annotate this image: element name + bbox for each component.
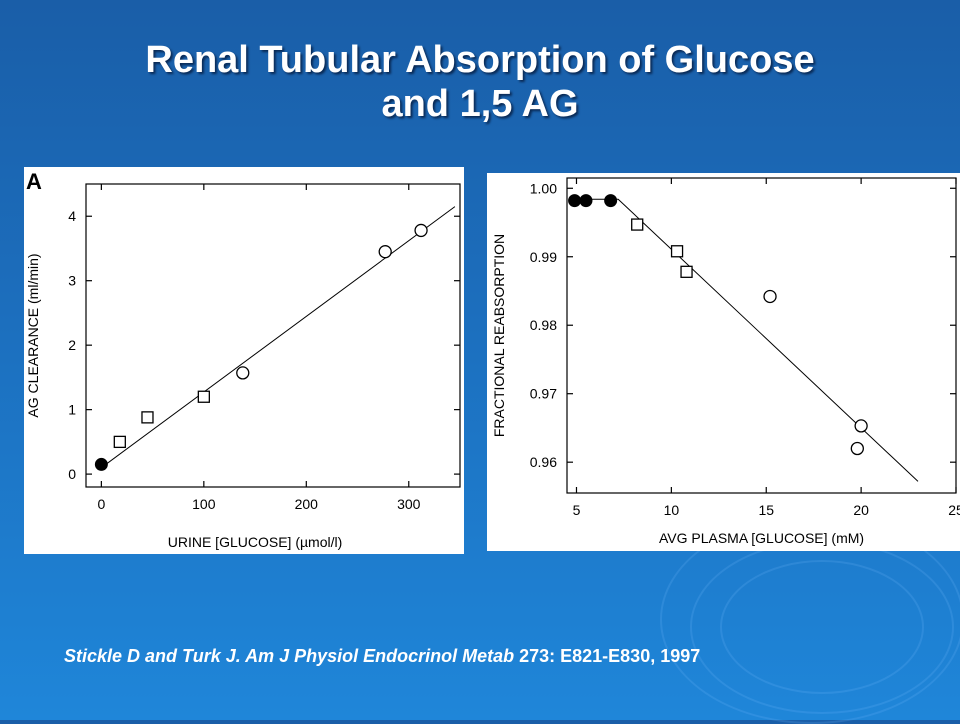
y-axis-label: FRACTIONAL REABSORPTION: [491, 234, 507, 437]
chart-panel-a: 0 100 200 300 0 1 2 3 4 URINE [GLUCOSE] (µmol/l) A…: [24, 167, 464, 554]
x-tick-label: 0: [97, 496, 105, 512]
data-point-square: [631, 218, 644, 231]
data-point-square: [680, 265, 693, 278]
data-point-square: [197, 390, 210, 403]
fit-line: [574, 198, 919, 482]
x-tick-label: 200: [295, 496, 319, 512]
data-point-square: [670, 245, 684, 258]
citation: Stickle D and Turk J. Am J Physiol Endoc…: [64, 643, 884, 669]
citation-authors-journal: Stickle D and Turk J. Am J Physiol Endoc…: [64, 646, 515, 666]
panel-label: A: [26, 169, 42, 194]
citation-volume-pages: 273: E821-E830, 1997: [514, 646, 701, 666]
x-tick-label: 20: [853, 502, 869, 518]
y-tick-label: 0.98: [530, 317, 557, 333]
slide-title-line1: Renal Tubular Absorption of Glucose: [145, 39, 815, 81]
plot-frame: [85, 183, 461, 488]
data-point-open-circle: [236, 366, 250, 380]
y-tick-label: 2: [68, 337, 76, 353]
data-point-open-circle: [850, 441, 864, 456]
fit-line: [101, 206, 456, 469]
y-tick-label: 1: [68, 402, 76, 418]
data-point-filled-circle: [579, 194, 593, 208]
y-tick-label: 4: [68, 208, 76, 224]
x-axis-label: AVG PLASMA [GLUCOSE] (mM): [659, 530, 864, 546]
plot-frame: [566, 177, 957, 494]
data-point-open-circle: [414, 223, 428, 238]
y-tick-label: 0.96: [530, 454, 557, 470]
data-point-filled-circle: [568, 194, 582, 208]
data-point-open-circle: [378, 245, 392, 259]
x-tick-label: 25: [948, 502, 960, 518]
slide-title-line2: and 1,5 AG: [381, 83, 579, 125]
data-point-open-circle: [763, 289, 777, 304]
chart-panel-b: 5 10 15 20 25 0.96 0.97 0.98 0.99 1.00 AVG PLASMA …: [487, 173, 960, 551]
data-point-square: [141, 411, 154, 424]
y-axis-label: AG CLEARANCE (ml/min): [25, 253, 41, 417]
x-tick-label: 5: [573, 502, 581, 518]
clearance-chart: 0 100 200 300 0 1 2 3 4 URINE [GLUCOSE] (µmol/l) A…: [25, 169, 461, 550]
y-tick-label: 0.99: [530, 249, 557, 265]
data-point-open-circle: [854, 419, 868, 433]
x-tick-label: 100: [192, 496, 216, 512]
y-tick-label: 1.00: [530, 180, 557, 196]
x-tick-label: 10: [664, 502, 680, 518]
x-tick-label: 15: [758, 502, 774, 518]
y-tick-label: 3: [68, 273, 76, 289]
slide-title: Renal Tubular Absorption of Glucose and …: [0, 38, 960, 126]
x-axis-label: URINE [GLUCOSE] (µmol/l): [168, 534, 343, 550]
data-point-square: [113, 435, 126, 449]
x-tick-label: 300: [397, 496, 421, 512]
data-point-filled-circle: [604, 194, 618, 208]
data-point-filled-circle: [94, 457, 108, 471]
y-tick-label: 0: [68, 466, 76, 482]
y-tick-label: 0.97: [530, 386, 557, 402]
reabsorption-chart: 5 10 15 20 25 0.96 0.97 0.98 0.99 1.00 AVG PLASMA …: [491, 177, 960, 546]
